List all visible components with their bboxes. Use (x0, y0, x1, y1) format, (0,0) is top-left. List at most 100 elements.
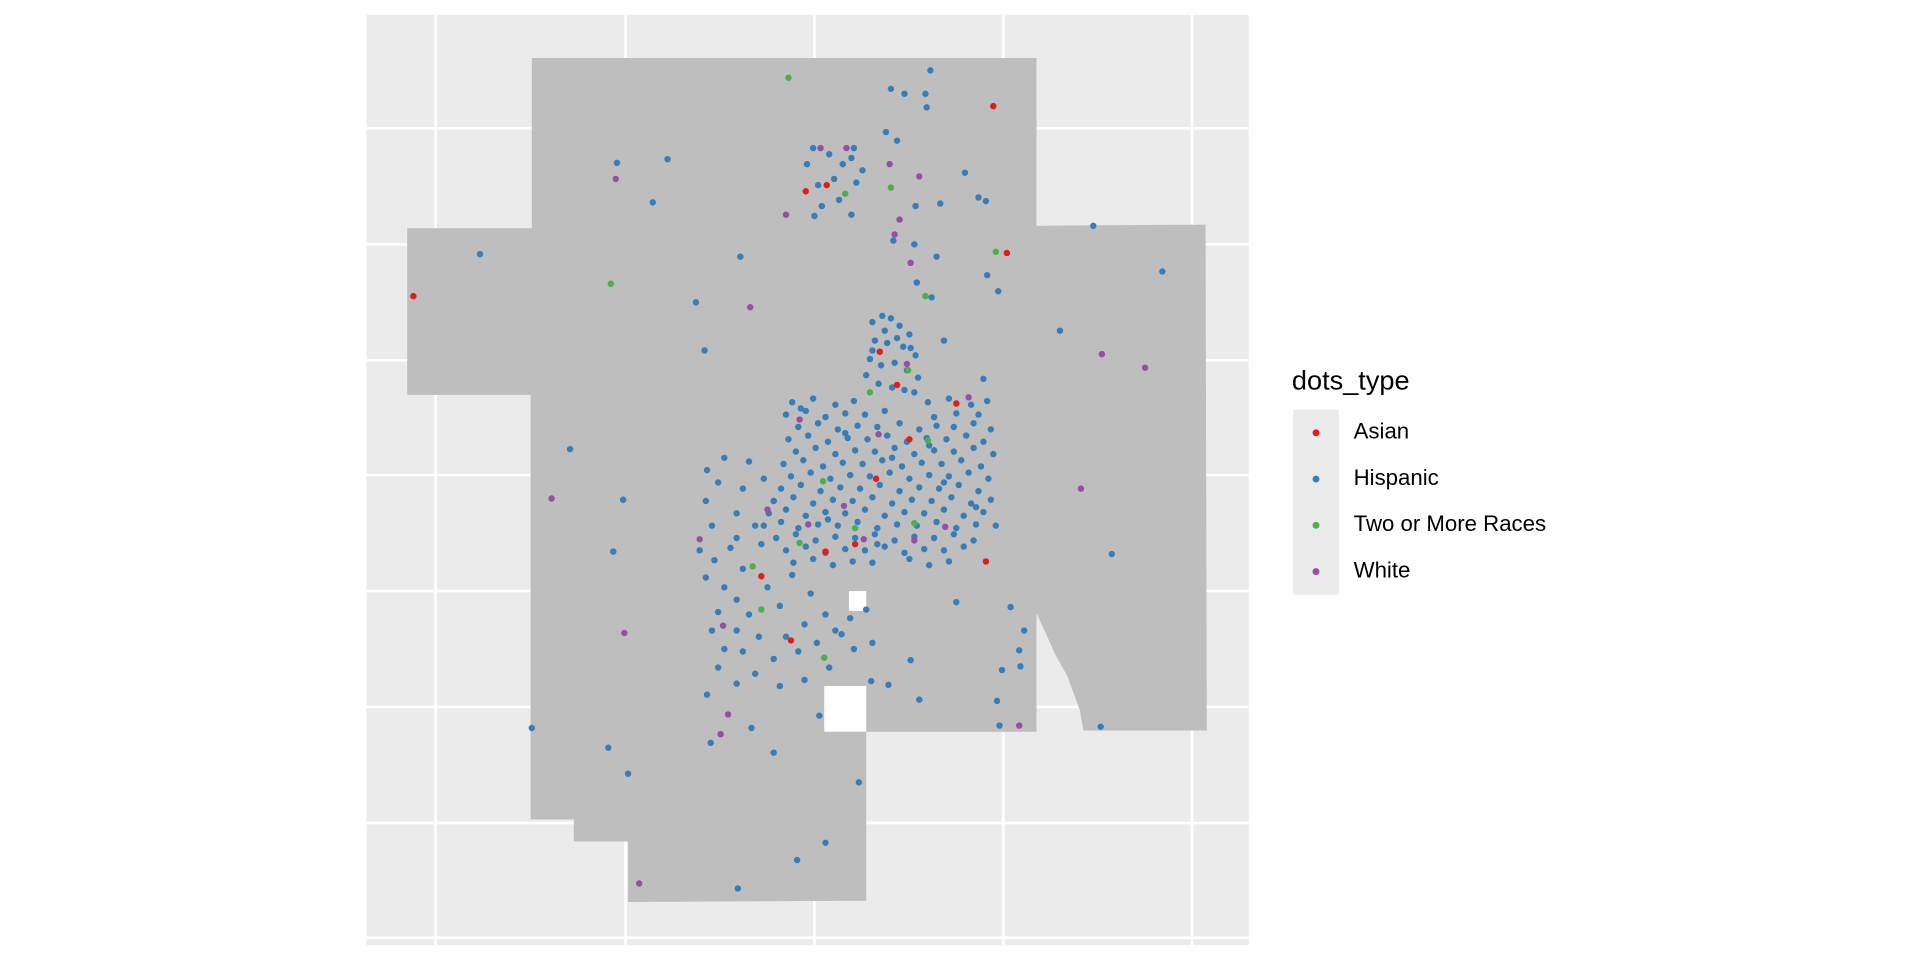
point (733, 680, 740, 687)
point (925, 561, 933, 569)
point (770, 749, 777, 756)
point (901, 549, 908, 557)
point (848, 211, 855, 218)
point (990, 102, 997, 110)
point (980, 438, 987, 445)
point (664, 155, 671, 163)
point (975, 194, 982, 201)
point (834, 426, 842, 433)
legend-label: Two or More Races (1354, 511, 1547, 536)
point (721, 584, 728, 591)
point (801, 676, 808, 684)
point (970, 420, 977, 427)
point (851, 540, 859, 548)
point (796, 416, 803, 423)
point (911, 537, 918, 544)
point (972, 521, 980, 528)
point (888, 384, 896, 391)
point (950, 531, 958, 538)
point (824, 438, 832, 445)
point (821, 654, 828, 661)
point (933, 518, 940, 526)
point (985, 475, 992, 482)
point (1020, 627, 1028, 634)
point (703, 466, 711, 474)
point (961, 169, 969, 176)
point (849, 558, 856, 565)
map-notch (824, 686, 867, 732)
point (792, 531, 800, 538)
point (734, 885, 742, 892)
point (861, 506, 869, 513)
point (851, 447, 859, 454)
point (817, 487, 824, 495)
point (807, 469, 814, 476)
point (755, 633, 763, 640)
point (962, 432, 970, 439)
point (990, 450, 997, 458)
point (1159, 268, 1166, 275)
point (948, 494, 955, 501)
point (866, 389, 874, 396)
point (624, 770, 632, 777)
point-group (548, 144, 1149, 887)
point (958, 457, 965, 464)
point (737, 253, 744, 260)
point (813, 639, 821, 647)
point (748, 724, 755, 732)
point (896, 487, 903, 495)
point (883, 432, 891, 439)
point (893, 334, 901, 342)
point (906, 331, 913, 338)
point (861, 547, 869, 554)
point (869, 639, 876, 647)
point (983, 397, 991, 405)
point (528, 724, 536, 732)
point (960, 512, 967, 519)
point (906, 436, 913, 443)
point (635, 880, 643, 887)
point (851, 534, 859, 542)
point (785, 436, 792, 443)
point (925, 471, 933, 479)
point (855, 779, 863, 786)
point (848, 154, 855, 162)
point (950, 448, 958, 455)
point (818, 202, 826, 210)
point (819, 478, 827, 485)
point (802, 407, 809, 415)
point (930, 413, 938, 421)
point (924, 437, 932, 444)
point (822, 839, 829, 846)
point (995, 288, 1002, 295)
point (764, 506, 771, 513)
point (874, 540, 881, 548)
point (992, 522, 999, 529)
point (980, 508, 987, 516)
point (842, 510, 849, 517)
point (869, 347, 876, 354)
point (795, 524, 802, 532)
point (887, 85, 895, 93)
point (724, 711, 732, 718)
point (782, 506, 790, 513)
point (822, 611, 829, 618)
point (921, 545, 928, 553)
point (885, 681, 892, 689)
legend: dots_type Asian Hispanic Two or More Races… (1292, 365, 1546, 595)
point (882, 128, 890, 136)
legend-label: Asian (1354, 419, 1410, 444)
point (701, 347, 708, 354)
point (822, 548, 829, 555)
point (476, 250, 484, 258)
point (901, 90, 908, 97)
point (859, 460, 866, 468)
point (823, 181, 830, 189)
point (777, 518, 785, 526)
point (835, 196, 843, 204)
point (967, 500, 975, 507)
point (907, 259, 914, 267)
point (928, 497, 935, 505)
point (854, 518, 861, 526)
